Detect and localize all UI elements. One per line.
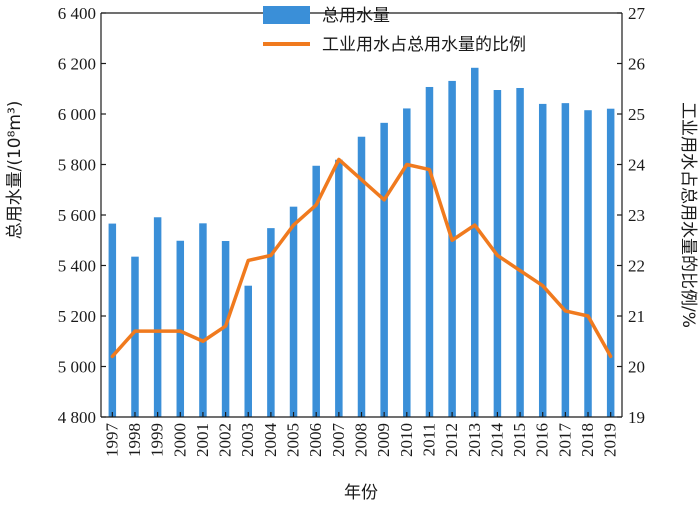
right-axis-label: 工业用水占总用水量的比例/%: [678, 102, 698, 328]
bar-2012: [448, 80, 456, 418]
x-tick-label: 2002: [216, 423, 235, 457]
x-tick-label: 2015: [510, 423, 529, 457]
bar-2002: [221, 241, 230, 417]
right-tick-label: 26: [628, 55, 645, 74]
legend: 总用水量 工业用水占总用水量的比例: [263, 6, 526, 55]
bar-2009: [380, 122, 388, 417]
x-tick-label: 2004: [261, 422, 280, 457]
right-tick-label: 25: [628, 105, 645, 124]
x-tick-label: 2005: [284, 423, 303, 457]
left-tick-label: 4 800: [58, 408, 96, 427]
x-tick-label: 2011: [419, 423, 438, 456]
bar-2000: [176, 240, 185, 417]
right-tick-label: 27: [628, 4, 646, 23]
x-tick-label: 2019: [601, 423, 620, 457]
x-tick-label: 2013: [465, 423, 484, 457]
x-tick-label: 2016: [533, 423, 552, 457]
x-tick-label: 2009: [374, 423, 393, 457]
left-tick-label: 5 200: [58, 307, 96, 326]
left-tick-label: 6 400: [58, 4, 96, 23]
bar-2006: [312, 165, 320, 417]
bar-2016: [538, 103, 547, 418]
bar-2019: [606, 108, 615, 417]
bar-2018: [584, 110, 592, 418]
right-tick-label: 19: [628, 408, 645, 427]
left-tick-label: 5 600: [58, 206, 96, 225]
legend-line-label: 工业用水占总用水量的比例: [322, 35, 526, 55]
right-tick-label: 21: [628, 307, 645, 326]
bar-1999: [153, 217, 162, 417]
bar-2004: [267, 228, 275, 417]
x-tick-label: 2007: [329, 423, 348, 458]
x-tick-label: 1997: [102, 423, 121, 458]
bar-2007: [335, 159, 343, 417]
bar-1998: [131, 256, 139, 417]
line-layer: [110, 157, 613, 359]
x-tick-label: 2001: [193, 423, 212, 457]
right-tick-label: 23: [628, 206, 645, 225]
left-tick-label: 5 400: [58, 257, 96, 276]
left-tick-label: 5 800: [58, 156, 96, 175]
bar-2001: [199, 223, 207, 417]
legend-bar-label: 总用水量: [322, 6, 390, 26]
bar-2003: [244, 285, 252, 417]
legend-bar-swatch: [263, 6, 310, 24]
right-tick-label: 20: [628, 358, 645, 377]
x-tick-label: 2010: [397, 423, 416, 457]
x-tick-label: 2018: [578, 423, 597, 457]
x-tick-label: 2003: [238, 423, 257, 457]
x-tick-label: 1999: [148, 423, 167, 457]
left-tick-label: 5 000: [58, 358, 96, 377]
ticks-layer: 4 800 5 000 5 200 5 400 5 600 5 800 6 000 6 200…: [58, 4, 646, 457]
left-axis-label: 总用水量/(10⁸m³): [5, 101, 25, 240]
x-tick-label: 2014: [487, 422, 506, 457]
x-tick-label: 1998: [125, 423, 144, 457]
right-tick-label: 22: [628, 257, 645, 276]
bar-1997: [108, 223, 117, 417]
bar-2013: [471, 67, 479, 417]
bar-2011: [425, 86, 434, 417]
x-axis-label: 年份: [344, 483, 378, 503]
x-tick-label: 2008: [352, 423, 371, 457]
bar-2010: [403, 108, 411, 417]
right-tick-label: 24: [628, 156, 646, 175]
left-tick-label: 6 200: [58, 55, 96, 74]
x-tick-label: 2000: [170, 423, 189, 457]
x-tick-label: 2012: [442, 423, 461, 457]
left-tick-label: 6 000: [58, 105, 96, 124]
bar-2015: [516, 87, 524, 418]
bar-2005: [289, 206, 298, 417]
bar-2008: [357, 136, 366, 418]
bar-2017: [561, 103, 570, 417]
x-tick-label: 2006: [306, 423, 325, 457]
x-tick-label: 2017: [555, 423, 574, 458]
